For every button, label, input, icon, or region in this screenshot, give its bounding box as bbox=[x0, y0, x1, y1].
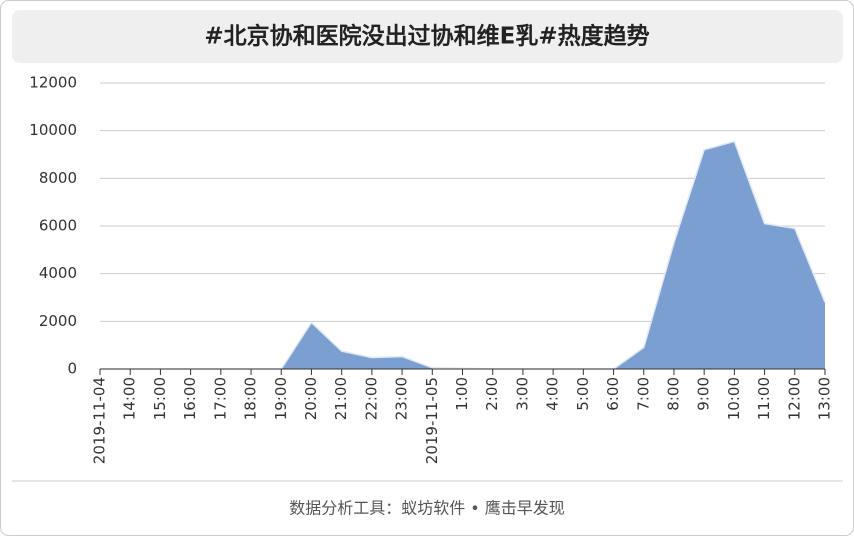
x-tick-label: 20:00 bbox=[302, 377, 320, 420]
x-tick-label: 12:00 bbox=[785, 377, 803, 420]
x-tick-label: 4:00 bbox=[544, 377, 562, 411]
x-tick-label: 2019-11-04 bbox=[91, 377, 109, 464]
y-tick-label: 8000 bbox=[39, 169, 77, 187]
x-tick-label: 9:00 bbox=[695, 377, 713, 411]
x-tick-label: 1:00 bbox=[453, 377, 471, 411]
x-tick-label: 13:00 bbox=[816, 377, 834, 420]
x-tick-label: 19:00 bbox=[272, 377, 290, 420]
x-tick-label: 10:00 bbox=[725, 377, 743, 420]
x-tick-label: 23:00 bbox=[393, 377, 411, 420]
y-tick-label: 0 bbox=[67, 360, 77, 378]
x-tick-label: 7:00 bbox=[634, 377, 652, 411]
area bbox=[100, 141, 825, 369]
x-tick-label: 22:00 bbox=[362, 377, 380, 420]
x-tick-label: 21:00 bbox=[332, 377, 350, 420]
x-tick-label: 2:00 bbox=[483, 377, 501, 411]
x-tick-label: 18:00 bbox=[242, 377, 260, 420]
x-tick-label: 2019-11-05 bbox=[423, 377, 441, 464]
y-tick-label: 2000 bbox=[39, 312, 77, 330]
y-tick-label: 10000 bbox=[29, 121, 77, 139]
chart-title: #北京协和医院没出过协和维E乳#热度趋势 bbox=[204, 23, 649, 50]
x-tick-label: 3:00 bbox=[513, 377, 531, 411]
x-tick-label: 15:00 bbox=[151, 377, 169, 420]
x-tick-label: 16:00 bbox=[181, 377, 199, 420]
y-tick-label: 4000 bbox=[39, 264, 77, 282]
y-tick-label: 12000 bbox=[29, 74, 77, 92]
x-tick-label: 6:00 bbox=[604, 377, 622, 411]
footer: 数据分析工具：蚁坊软件 • 鹰击早发现 bbox=[289, 499, 565, 518]
x-tick-label: 11:00 bbox=[755, 377, 773, 420]
x-tick-label: 17:00 bbox=[211, 377, 229, 420]
x-tick-label: 5:00 bbox=[574, 377, 592, 411]
y-tick-label: 6000 bbox=[39, 217, 77, 235]
x-tick-label: 14:00 bbox=[121, 377, 139, 420]
title-box bbox=[12, 10, 843, 63]
x-tick-label: 8:00 bbox=[664, 377, 682, 411]
